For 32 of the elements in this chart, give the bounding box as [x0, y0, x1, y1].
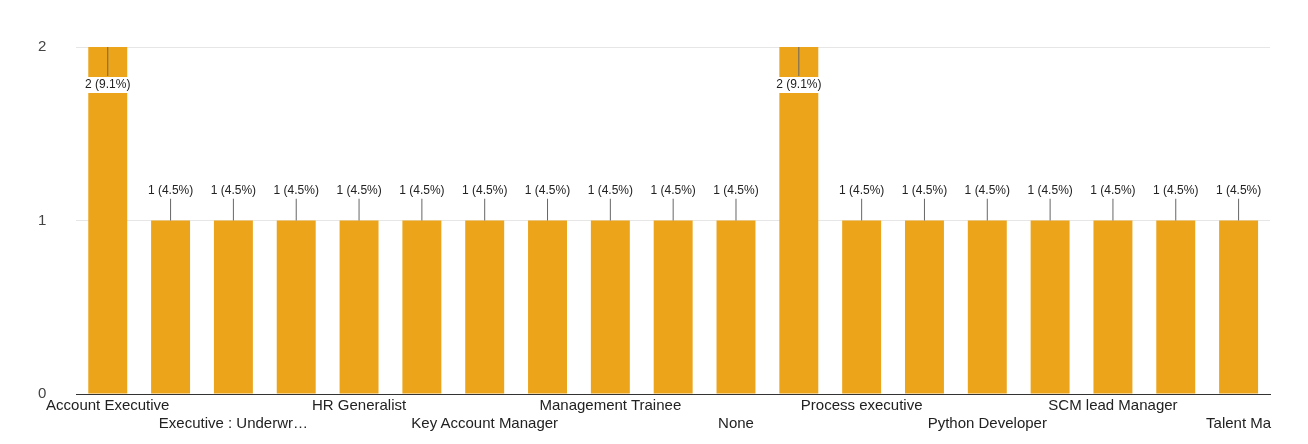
- data-label: 1 (4.5%): [1090, 182, 1136, 197]
- data-label: 1 (4.5%): [1215, 182, 1262, 197]
- data-label: 1 (4.5%): [964, 182, 1010, 197]
- data-label: 1 (4.5%): [147, 182, 194, 197]
- y-tick-label: 2: [38, 37, 47, 55]
- data-label: 1 (4.5%): [210, 182, 257, 197]
- data-label: 2 (9.1%): [776, 77, 822, 92]
- x-tick-label: Management Trainee: [539, 396, 682, 414]
- x-tick-label: Process executive: [800, 396, 923, 414]
- x-tick-label: Executive : Underwr…: [158, 414, 309, 432]
- data-label: 1 (4.5%): [273, 182, 319, 197]
- data-label: 2 (9.1%): [85, 77, 131, 92]
- data-label: 1 (4.5%): [650, 182, 696, 197]
- y-tick-label: 0: [38, 384, 47, 402]
- x-tick-label: Account Executive: [46, 396, 170, 414]
- y-tick-label: 1: [38, 210, 47, 228]
- x-tick-label: None: [718, 414, 754, 432]
- data-label: 1 (4.5%): [713, 182, 759, 197]
- data-label: 1 (4.5%): [838, 182, 885, 197]
- x-tick-label: HR Generalist: [311, 396, 407, 414]
- data-label: 1 (4.5%): [587, 182, 634, 197]
- data-label: 1 (4.5%): [462, 182, 508, 197]
- x-tick-label: SCM lead Manager: [1048, 396, 1178, 414]
- x-tick-label: Talent Ma: [1206, 414, 1272, 432]
- data-label: 1 (4.5%): [901, 182, 948, 197]
- data-label: 1 (4.5%): [399, 182, 445, 197]
- x-tick-label: Key Account Manager: [411, 414, 559, 432]
- data-label: 1 (4.5%): [1153, 182, 1199, 197]
- data-label: 1 (4.5%): [336, 182, 382, 197]
- data-label: 1 (4.5%): [1027, 182, 1073, 197]
- data-label: 1 (4.5%): [524, 182, 571, 197]
- x-tick-label: Python Developer: [927, 414, 1047, 432]
